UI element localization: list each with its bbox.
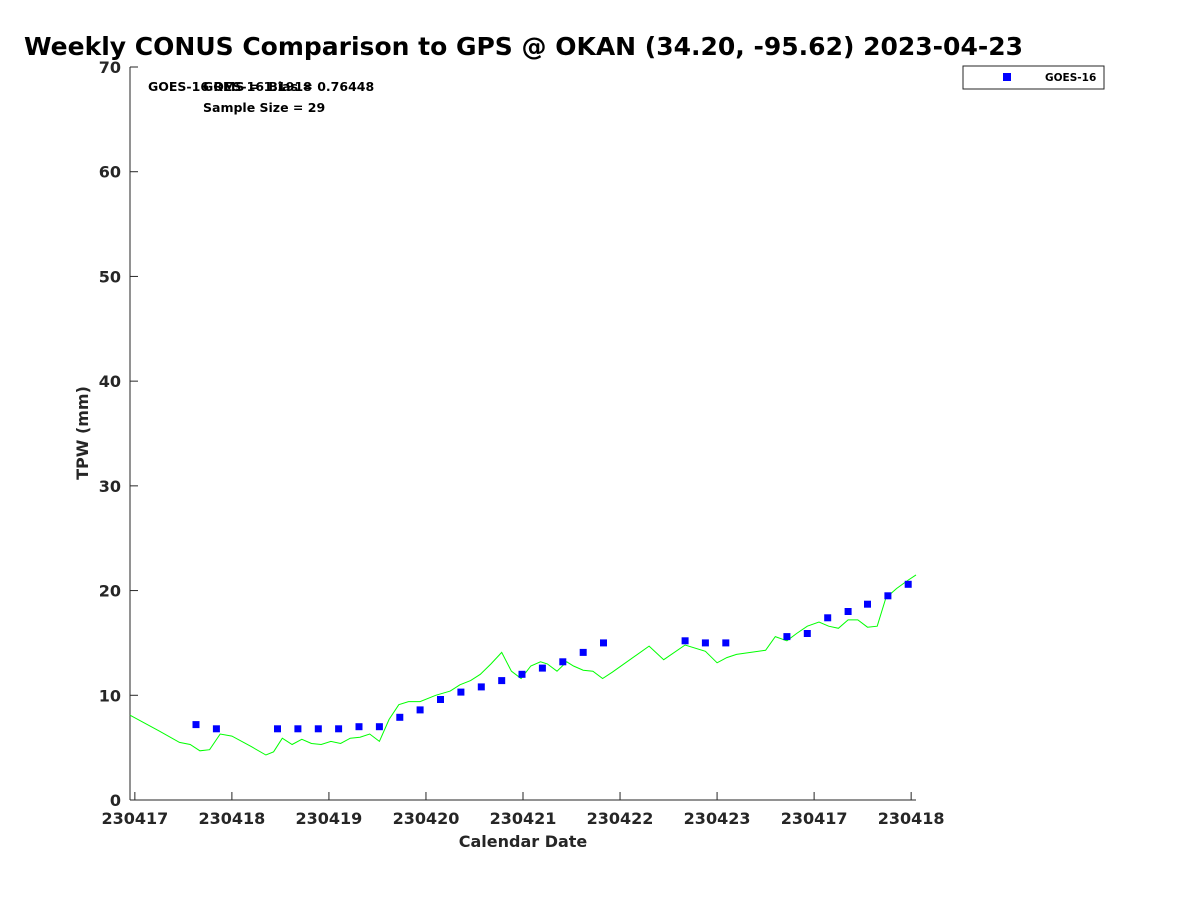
axes — [129, 67, 916, 801]
x-tick-label: 230420 — [393, 809, 460, 828]
stat-label-b: GOES-16 Bias = 0.76448 — [203, 79, 374, 94]
goes16-point — [375, 723, 383, 731]
y-tick-label: 10 — [99, 686, 121, 705]
y-axis-label: TPW (mm) — [73, 386, 92, 480]
legend-label-goes16: GOES-16 — [1045, 72, 1096, 84]
goes16-point — [559, 658, 567, 666]
goes16-point — [314, 725, 322, 733]
stats-annotation: GOES-16 RMS = 1.1918 GOES-16 Bias = 0.76… — [148, 79, 374, 115]
goes16-point — [803, 630, 811, 637]
goes16-point — [212, 725, 220, 733]
x-tick-label: 230417 — [101, 809, 168, 828]
y-tick-label: 30 — [99, 477, 121, 496]
goes16-point — [294, 725, 302, 733]
goes16-point — [335, 725, 343, 733]
chart-title: Weekly CONUS Comparison to GPS @ OKAN (3… — [24, 32, 1023, 61]
x-tick-label: 230418 — [198, 809, 265, 828]
sample-size-label: Sample Size = 29 — [203, 100, 325, 115]
y-tick-label: 50 — [99, 267, 121, 286]
goes16-point — [355, 723, 363, 731]
y-ticks: 0 10 20 30 40 50 60 70 — [99, 58, 138, 810]
goes16-point — [884, 592, 892, 600]
goes16-point — [722, 639, 730, 647]
y-tick-label: 20 — [99, 582, 121, 601]
legend: GOES-16 — [962, 65, 1105, 90]
goes16-point — [600, 639, 607, 647]
x-tick-label: 230417 — [781, 809, 848, 828]
goes16-point — [579, 648, 587, 656]
goes16-point — [396, 713, 404, 721]
goes16-point — [844, 608, 852, 615]
goes16-point — [783, 633, 791, 641]
x-tick-label: 230421 — [490, 809, 557, 828]
x-axis-label: Calendar Date — [459, 832, 588, 851]
x-tick-label: 230422 — [587, 809, 654, 828]
y-tick-label: 0 — [110, 791, 121, 810]
goes16-point — [864, 600, 871, 608]
x-tick-label: 230419 — [296, 809, 363, 828]
x-tick-label: 230423 — [684, 809, 751, 828]
plot-area — [129, 574, 917, 756]
goes16-point — [681, 637, 689, 645]
legend-box — [962, 65, 1105, 90]
goes16-point — [457, 688, 465, 696]
legend-marker-goes16 — [1003, 73, 1011, 81]
goes16-point — [518, 670, 526, 678]
goes16-point — [192, 721, 200, 729]
goes16-point — [477, 683, 485, 691]
goes16-point — [824, 614, 832, 622]
goes16-point — [274, 725, 281, 733]
stat-label-a: GOES-16 RMS = 1.1918 — [148, 79, 312, 94]
goes16-point — [538, 664, 546, 672]
gps-tpw-line — [129, 574, 917, 756]
y-tick-label: 60 — [99, 163, 121, 182]
goes16-point — [904, 580, 912, 588]
y-tick-label: 40 — [99, 372, 121, 391]
x-ticks: 230417 230418 230419 230420 230421 230422 2304… — [101, 792, 945, 828]
goes16-point — [437, 696, 444, 703]
goes16-point — [498, 677, 506, 685]
goes16-point — [701, 639, 709, 647]
y-tick-label: 70 — [99, 58, 121, 77]
x-tick-label: 230418 — [878, 809, 945, 828]
goes16-point — [416, 706, 424, 714]
